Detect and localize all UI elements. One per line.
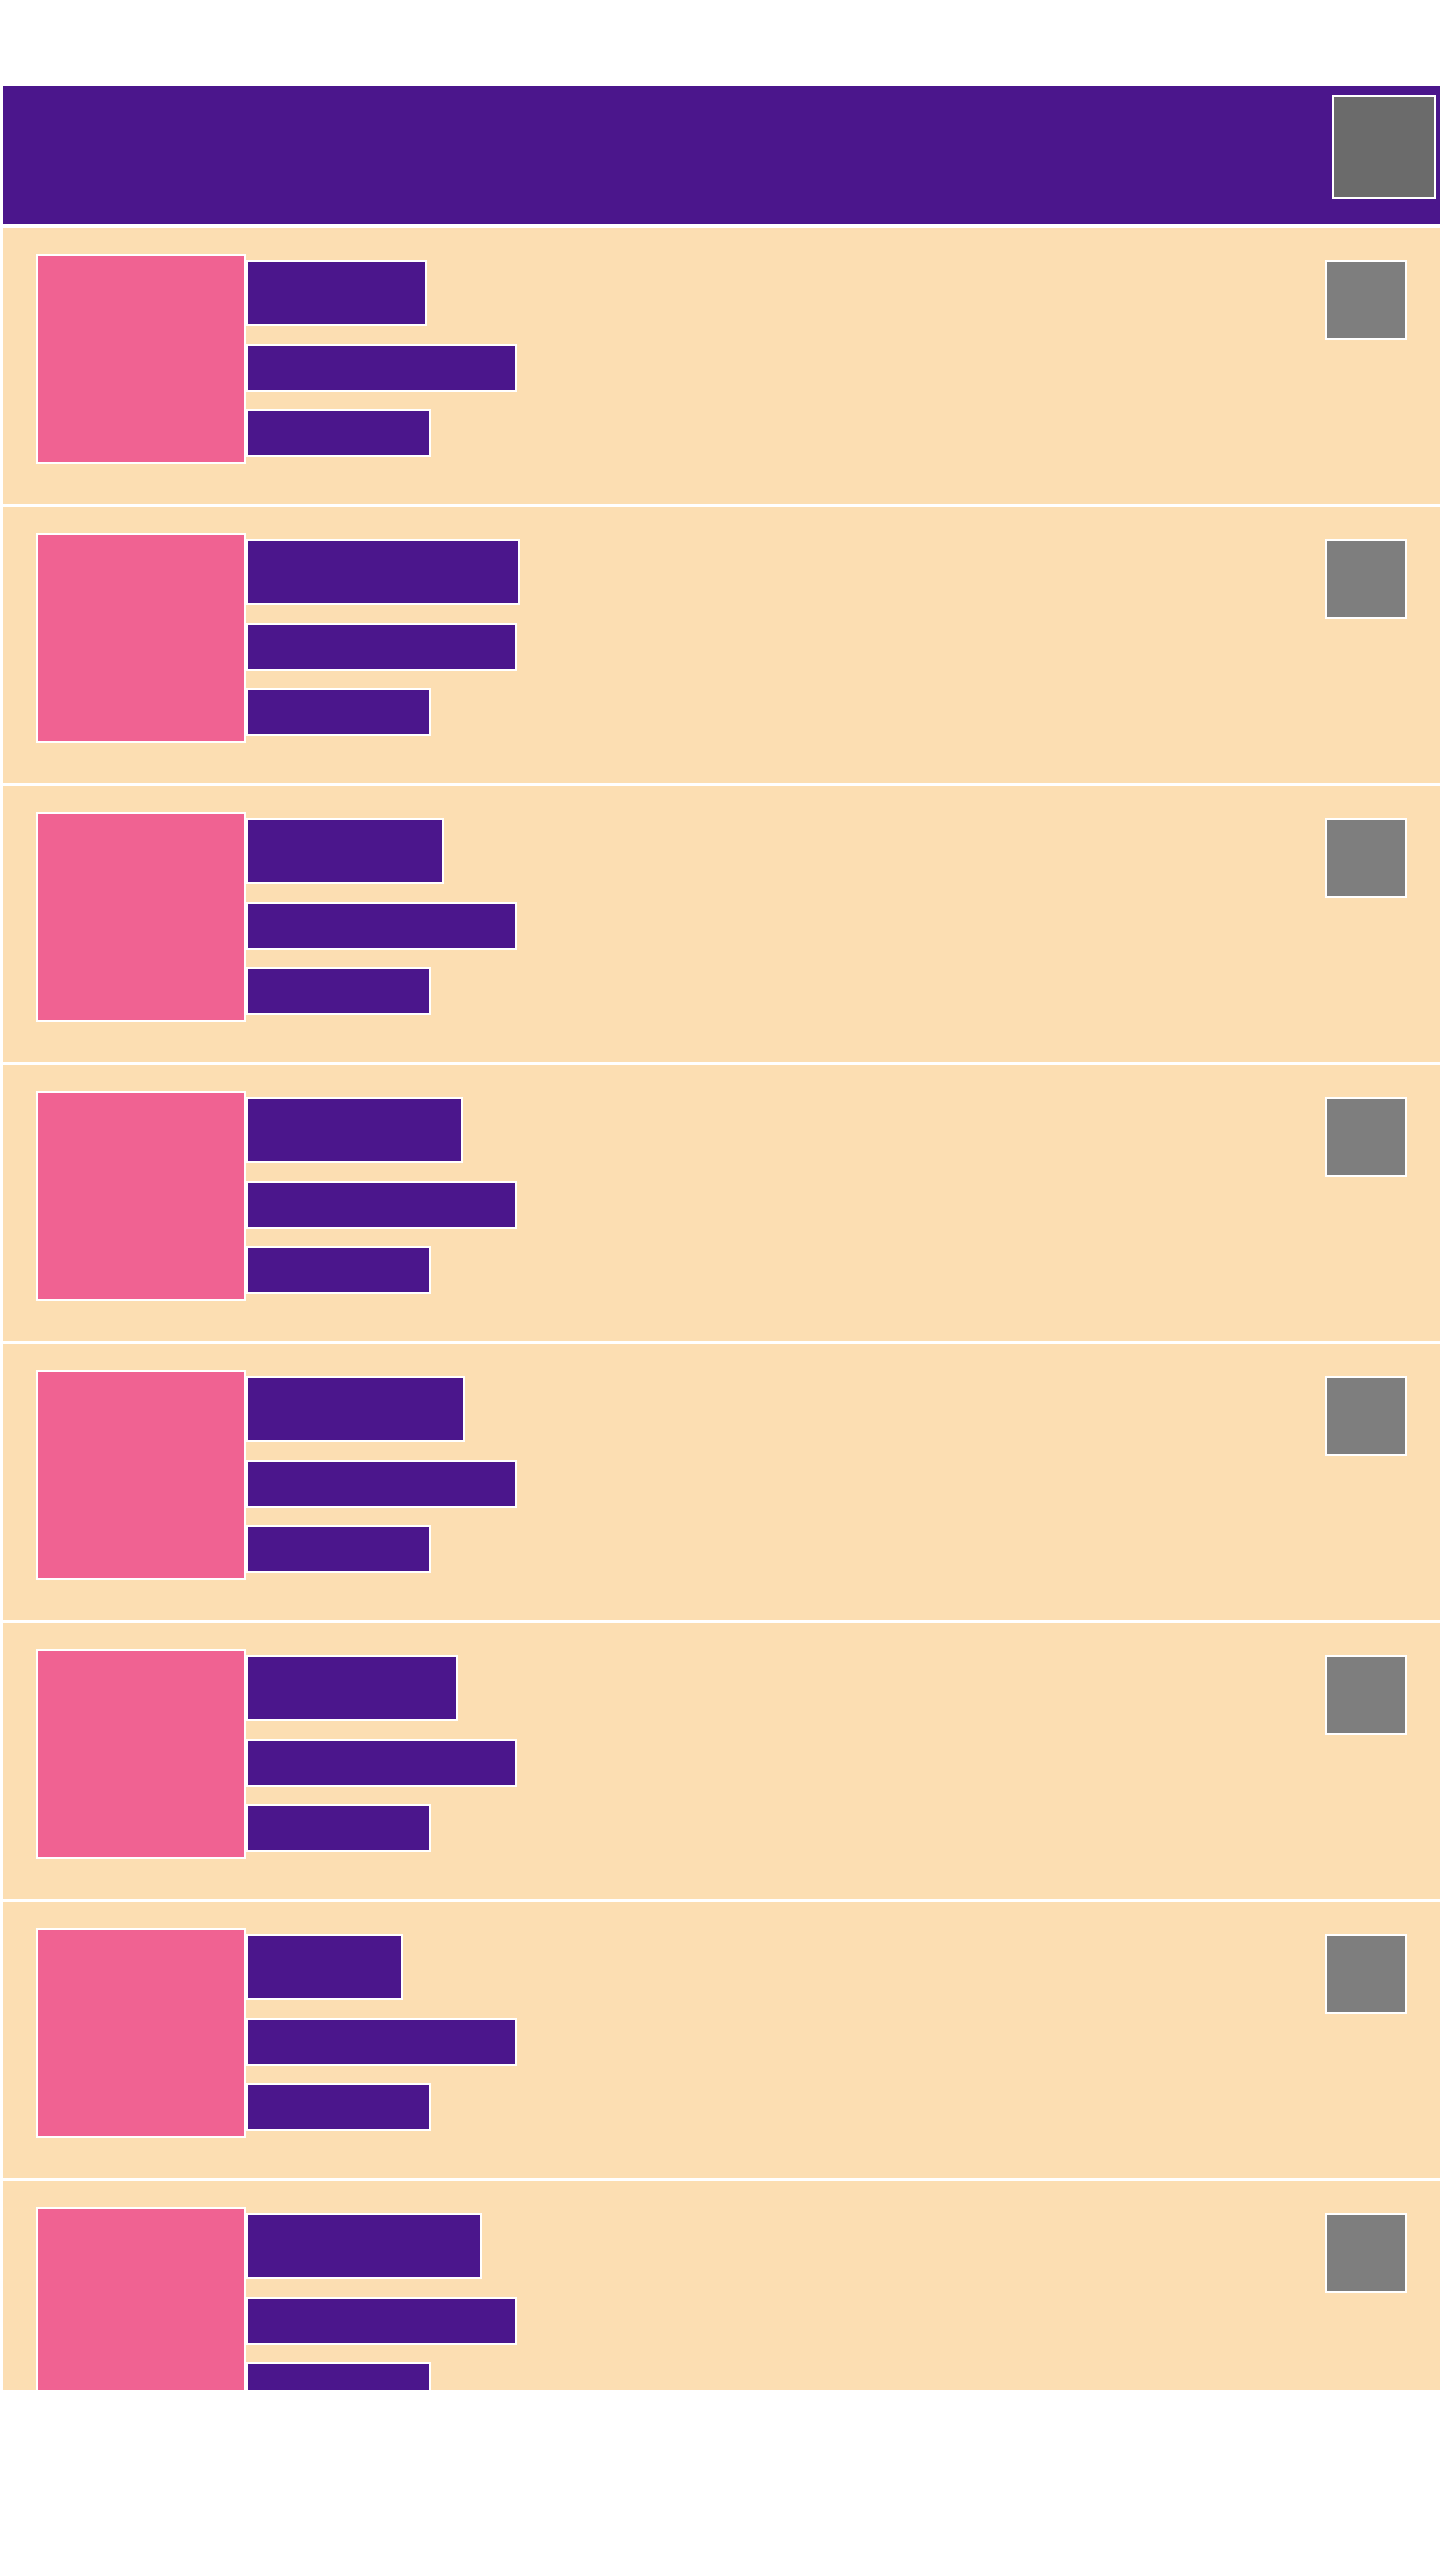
item-subtitle <box>246 1181 517 1229</box>
item-subtitle <box>246 902 517 950</box>
item-thumbnail <box>36 533 246 743</box>
item-meta <box>246 1525 431 1573</box>
item-title <box>246 260 427 326</box>
item-title <box>246 1097 463 1163</box>
item-subtitle <box>246 2297 517 2345</box>
list-item[interactable] <box>3 1623 1440 1899</box>
item-meta <box>246 409 431 457</box>
item-subtitle <box>246 623 517 671</box>
item-thumbnail <box>36 254 246 464</box>
item-title <box>246 1655 458 1721</box>
item-action-button[interactable] <box>1325 1655 1407 1735</box>
item-title <box>246 1934 403 2000</box>
item-title <box>246 1376 465 1442</box>
list-item[interactable] <box>3 1902 1440 2178</box>
item-thumbnail <box>36 1649 246 1859</box>
item-action-button[interactable] <box>1325 2213 1407 2293</box>
item-meta <box>246 2083 431 2131</box>
item-thumbnail <box>36 1928 246 2138</box>
list-item[interactable] <box>3 1065 1440 1341</box>
item-subtitle <box>246 2018 517 2066</box>
item-title <box>246 539 520 605</box>
item-subtitle <box>246 344 517 392</box>
item-meta <box>246 967 431 1015</box>
item-subtitle <box>246 1460 517 1508</box>
list-item[interactable] <box>3 2181 1440 2390</box>
item-action-button[interactable] <box>1325 539 1407 619</box>
item-subtitle <box>246 1739 517 1787</box>
item-meta <box>246 2362 431 2390</box>
list-item[interactable] <box>3 786 1440 1062</box>
app-window <box>3 86 1440 2390</box>
item-action-button[interactable] <box>1325 1097 1407 1177</box>
list-item[interactable] <box>3 228 1440 504</box>
item-action-button[interactable] <box>1325 818 1407 898</box>
item-thumbnail <box>36 2207 246 2390</box>
item-thumbnail <box>36 812 246 1022</box>
item-action-button[interactable] <box>1325 1376 1407 1456</box>
item-action-button[interactable] <box>1325 260 1407 340</box>
item-title <box>246 2213 482 2279</box>
list-item[interactable] <box>3 1344 1440 1620</box>
item-thumbnail <box>36 1370 246 1580</box>
item-action-button[interactable] <box>1325 1934 1407 2014</box>
item-meta <box>246 1804 431 1852</box>
list-item[interactable] <box>3 507 1440 783</box>
item-meta <box>246 1246 431 1294</box>
item-thumbnail <box>36 1091 246 1301</box>
item-meta <box>246 688 431 736</box>
toolbar-action-button[interactable] <box>1332 95 1436 199</box>
item-title <box>246 818 444 884</box>
toolbar <box>3 86 1440 224</box>
